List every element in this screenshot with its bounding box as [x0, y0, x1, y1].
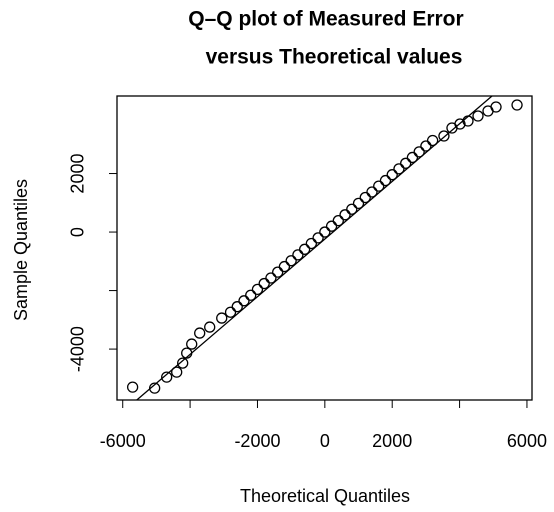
y-tick-label: 2000: [68, 154, 88, 194]
point: [386, 169, 398, 181]
point: [400, 157, 412, 169]
x-axis-label: Theoretical Quantiles: [240, 486, 410, 506]
y-tick-label: -4000: [68, 326, 88, 372]
point: [231, 301, 243, 313]
point: [258, 277, 270, 290]
point: [285, 255, 297, 267]
point: [319, 226, 331, 238]
point: [186, 338, 198, 350]
point: [373, 180, 385, 192]
point: [161, 371, 173, 383]
point: [332, 214, 344, 227]
point: [359, 191, 371, 204]
point: [171, 366, 183, 378]
point: [149, 382, 161, 394]
point: [177, 357, 189, 369]
point: [312, 232, 324, 244]
point: [298, 243, 311, 255]
point: [325, 220, 338, 232]
point: [204, 321, 216, 333]
point: [346, 203, 358, 215]
point: [339, 209, 351, 221]
point: [265, 272, 277, 284]
point: [438, 130, 450, 142]
point: [490, 101, 502, 113]
point: [393, 163, 405, 175]
x-tick-label: 0: [320, 431, 330, 451]
point: [511, 99, 523, 111]
plot-frame: [116, 95, 533, 401]
point: [352, 197, 365, 210]
point: [292, 249, 304, 261]
y-axis-label: Sample Quantiles: [11, 179, 31, 321]
x-tick-label: -6000: [100, 431, 146, 451]
point: [454, 118, 466, 130]
point: [245, 289, 257, 301]
point: [251, 283, 264, 296]
point: [126, 381, 139, 393]
chart-title: versus Theoretical values: [206, 46, 463, 69]
point: [278, 260, 291, 273]
point: [406, 151, 419, 164]
point: [194, 327, 206, 339]
point: [426, 134, 439, 147]
y-tick-label: 0: [68, 227, 88, 237]
point: [472, 110, 484, 122]
point: [379, 174, 392, 187]
point: [305, 237, 318, 250]
point: [413, 146, 425, 158]
point: [366, 186, 378, 198]
point: [238, 295, 250, 307]
point: [224, 306, 237, 318]
point: [216, 312, 228, 324]
point: [420, 140, 432, 152]
point: [272, 266, 284, 278]
chart-title: Q–Q plot of Measured Error: [188, 8, 463, 31]
point: [462, 115, 474, 127]
x-tick-label: 2000: [372, 431, 412, 451]
x-tick-label: 6000: [507, 431, 547, 451]
point: [181, 347, 193, 359]
x-tick-label: -2000: [234, 431, 280, 451]
